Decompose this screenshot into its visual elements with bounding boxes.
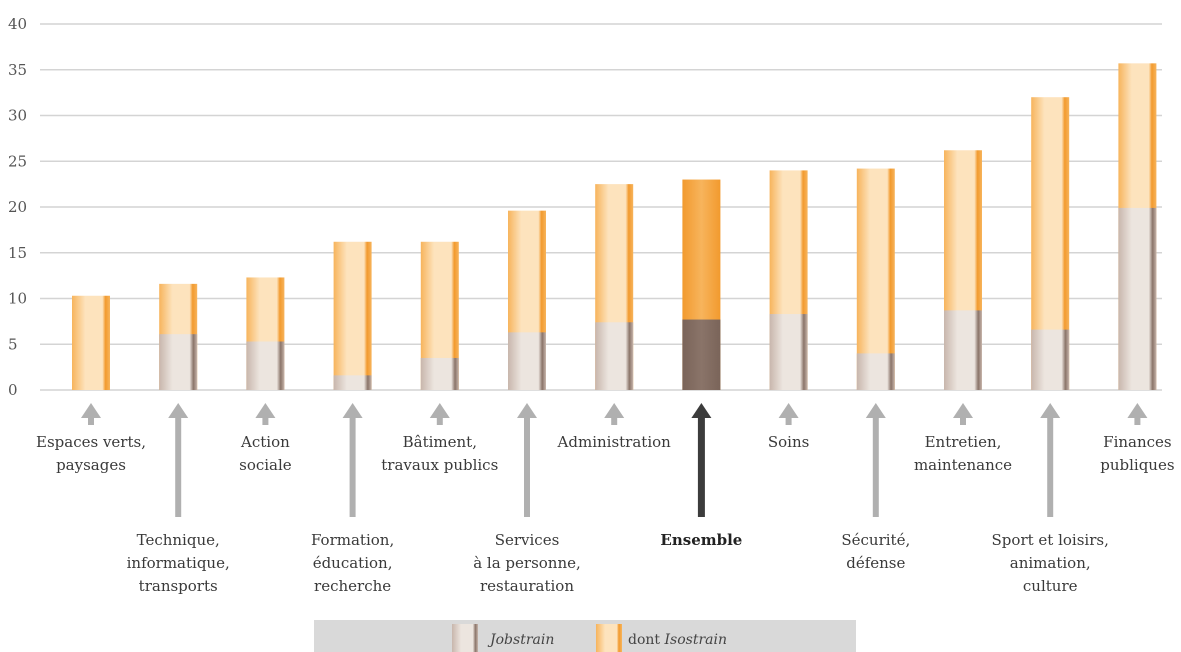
category-arrow	[691, 403, 712, 517]
legend-label-jobstrain: Jobstrain	[487, 632, 554, 648]
category-arrow	[517, 403, 537, 517]
category-label: paysages	[56, 456, 126, 474]
category-arrow	[342, 403, 363, 517]
bar-isostrain	[1118, 207, 1157, 390]
category-arrow	[429, 403, 450, 425]
category-label: transports	[139, 577, 218, 595]
category-label: travaux publics	[381, 456, 498, 474]
bar-isostrain	[159, 334, 198, 390]
bar-isostrain	[1031, 329, 1070, 390]
y-tick-label: 25	[8, 152, 27, 170]
bar-isostrain	[246, 341, 285, 390]
category-label: Bâtiment,	[403, 433, 477, 451]
bar-isostrain	[944, 310, 982, 390]
bar-isostrain	[508, 332, 546, 390]
category-label: Action	[240, 433, 290, 451]
bar-isostrain	[420, 357, 459, 390]
category-label: Finances	[1103, 433, 1171, 451]
bar-jobstrain	[333, 241, 372, 390]
category-label: Administration	[557, 433, 672, 451]
legend: Jobstrain dont Isostrain	[314, 620, 856, 652]
category-label: restauration	[480, 577, 574, 595]
bar-isostrain	[682, 319, 721, 390]
y-tick-label: 0	[8, 381, 18, 399]
category-arrow	[1127, 403, 1148, 425]
category-arrow	[1040, 403, 1061, 517]
bar-isostrain	[856, 353, 895, 390]
bar-jobstrain	[856, 168, 895, 390]
category-arrows	[81, 403, 1148, 517]
category-label: maintenance	[914, 456, 1012, 474]
category-label: Sport et loisirs,	[992, 531, 1109, 549]
category-label: publiques	[1100, 456, 1174, 474]
category-arrow	[865, 403, 886, 517]
y-tick-label: 40	[8, 15, 27, 33]
bar-isostrain	[769, 314, 808, 390]
category-label: Services	[495, 531, 560, 549]
category-arrow	[81, 403, 101, 425]
category-arrow	[168, 403, 189, 517]
legend-label-isostrain: dont Isostrain	[628, 632, 727, 648]
legend-swatch-isostrain	[596, 624, 622, 652]
y-tick-label: 35	[8, 61, 27, 79]
category-label: Espaces verts,	[36, 433, 146, 451]
bar-isostrain	[333, 375, 372, 390]
y-tick-label: 5	[8, 335, 18, 353]
category-label: Sécurité,	[841, 531, 910, 549]
y-tick-label: 30	[8, 107, 27, 125]
category-label: culture	[1023, 577, 1078, 595]
category-arrow	[255, 403, 276, 425]
category-label: Soins	[768, 433, 809, 451]
category-label: recherche	[314, 577, 391, 595]
category-arrow	[953, 403, 973, 425]
category-label: Technique,	[137, 531, 220, 549]
legend-background	[314, 620, 856, 652]
category-labels: Espaces verts, paysages Technique, informat…	[36, 433, 1175, 595]
category-label: défense	[846, 554, 905, 572]
y-tick-label: 15	[8, 244, 27, 262]
category-label: animation,	[1010, 554, 1091, 572]
category-label: informatique,	[127, 554, 230, 572]
y-axis-ticks: 0 5 10 15 20 25 30 35 40	[8, 15, 27, 399]
category-arrow	[604, 403, 625, 425]
bar-isostrain	[595, 322, 634, 390]
bars	[72, 63, 1157, 390]
category-label: à la personne,	[473, 554, 581, 572]
category-label: sociale	[239, 456, 292, 474]
category-label: Entretien,	[925, 433, 1002, 451]
category-arrow	[778, 403, 799, 425]
legend-swatch-jobstrain	[452, 624, 478, 652]
y-tick-label: 20	[8, 198, 27, 216]
category-label: Formation,	[311, 531, 394, 549]
category-label: éducation,	[313, 554, 393, 572]
bar-jobstrain	[72, 295, 110, 390]
category-label: Ensemble	[660, 531, 742, 549]
y-tick-label: 10	[8, 290, 27, 308]
